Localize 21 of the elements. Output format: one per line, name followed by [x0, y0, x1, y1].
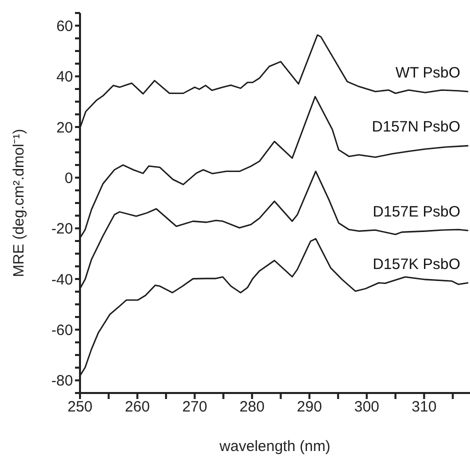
x-tick-label: 310	[412, 398, 437, 416]
y-tick-label: -40	[51, 271, 73, 288]
x-tick-label: 270	[182, 398, 208, 416]
x-tick-label: 250	[67, 398, 93, 416]
x-tick-label: 260	[124, 398, 150, 416]
x-tick-label: 280	[240, 398, 265, 416]
y-tick-label: 0	[64, 170, 73, 187]
y-tick-label: 20	[56, 119, 73, 136]
y-tick-label: 40	[56, 68, 73, 86]
x-axis-title: wavelength (nm)	[218, 438, 330, 455]
series-label: D157N PsbO	[372, 118, 460, 136]
series-label: D157E PsbO	[372, 204, 460, 221]
series-label: WT PsbO	[396, 64, 460, 82]
series-label: D157K PsbO	[372, 256, 460, 273]
y-tick-label: -80	[51, 372, 73, 390]
y-tick-label: -60	[51, 322, 73, 339]
y-tick-label: -20	[51, 220, 73, 238]
x-tick-label: 290	[296, 398, 322, 416]
y-axis-title: MRE (deg.cm².dmol⁻¹)	[10, 128, 28, 278]
x-tick-label: 300	[354, 398, 380, 416]
y-tick-label: 60	[56, 18, 73, 35]
